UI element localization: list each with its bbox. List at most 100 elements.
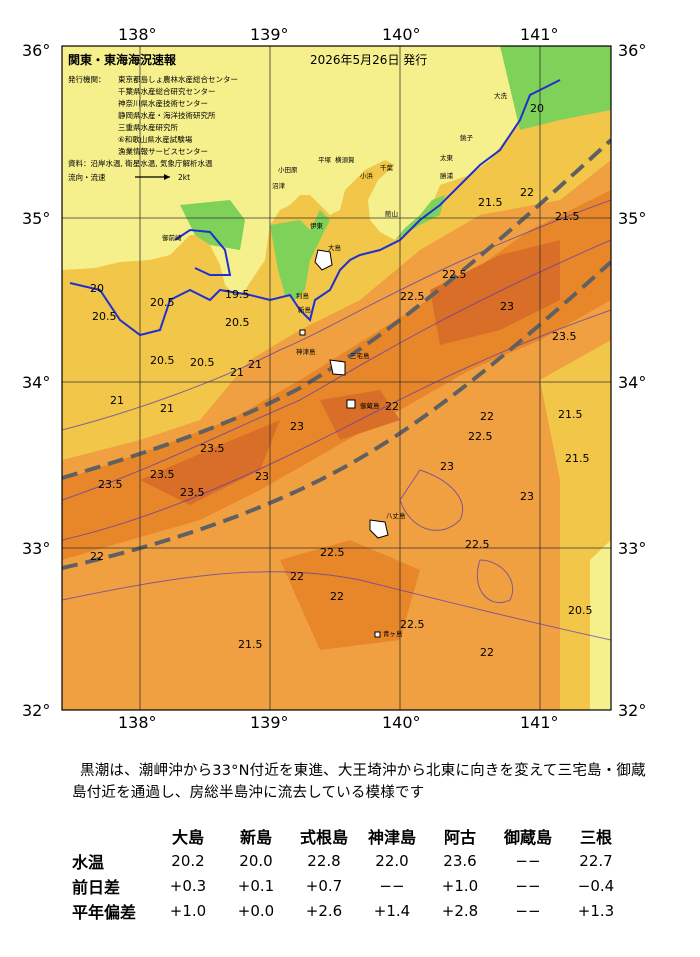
ocean-temperature-field: 20.5 20.5 20.5 20.5 20.5 21 21 21 21.5 2… — [62, 46, 611, 710]
map-title: 関東・東海海況速報 — [68, 52, 177, 67]
isotherm-label: 21 — [160, 402, 174, 415]
lon-tick-bottom: 141° — [520, 713, 559, 730]
place-name: 館山 — [385, 209, 398, 218]
place-name: 青ヶ島 — [383, 629, 403, 638]
lon-tick-top: 141° — [520, 25, 559, 44]
izu-peninsula-green — [270, 210, 330, 300]
table-cell: −0.4 — [577, 876, 615, 895]
table-cell: 22.7 — [579, 851, 613, 870]
coolest-water-east — [590, 540, 611, 710]
arrow-head-icon — [164, 174, 170, 180]
isotherm-label: 23 — [255, 470, 269, 483]
table-cell: 20.2 — [171, 851, 205, 870]
institution: 東京都島しょ農林水産総合センター — [118, 74, 238, 84]
isotherm-label: 22 — [330, 590, 344, 603]
table-cell: −− — [379, 876, 405, 895]
lat-tick-left: 36° — [22, 41, 50, 60]
suruga-green — [180, 200, 245, 250]
kuroshio-axis-north — [62, 138, 611, 480]
kuroshio-summary: 黒潮は、潮岬沖から33°N付近を東進、大王埼沖から北東に向きを変えて三宅島・御蔵… — [72, 760, 652, 804]
isotherm-label: 23.5 — [150, 468, 175, 481]
table-cell: +0.0 — [237, 901, 275, 920]
warm-patch-south — [280, 540, 420, 650]
isotherm-label: 21.5 — [558, 408, 583, 421]
kuroshio-hot-patch-center — [320, 390, 400, 440]
lat-tick-right: 32° — [618, 701, 646, 720]
isotherm-label: 23.5 — [200, 442, 225, 455]
sea-surface-temperature-map: 20.5 20.5 20.5 20.5 20.5 21 21 21 21.5 2… — [22, 25, 646, 730]
table-cell: −− — [515, 851, 541, 870]
lat-tick-left: 33° — [22, 539, 50, 558]
place-name: 利島 — [296, 291, 310, 300]
table-cell: +1.0 — [169, 901, 207, 920]
map-axes: 138° 139° 140° 141° 138° 139° 140° 141° … — [22, 25, 646, 730]
isotherm-label: 22 — [90, 550, 104, 563]
lon-tick-bottom: 138° — [118, 713, 157, 730]
water-temperature-table: 大島 新島 式根島 神津島 阿古 御蔵島 三根 水温 20.2 20.0 22.… — [72, 823, 630, 923]
isotherm-label: 20.5 — [92, 310, 117, 323]
isotherm-label: 22 — [480, 646, 494, 659]
isotherm-label: 21.5 — [565, 452, 590, 465]
lon-tick-top: 139° — [250, 25, 289, 44]
island-aogashima — [374, 631, 381, 638]
isotherm-label: 22 — [520, 186, 534, 199]
column-header: 新島 — [239, 827, 272, 847]
isotherm-label: 22.5 — [468, 430, 493, 443]
institution: 千葉県水産総合研究センター — [118, 86, 216, 96]
isotherm-label: 22.5 — [320, 546, 345, 559]
isotherm-label: 22 — [480, 410, 494, 423]
institution: 静岡県水産・海洋技術研究所 — [118, 110, 216, 120]
isotherm-label: 20.5 — [150, 354, 175, 367]
place-name: 新島 — [298, 305, 312, 314]
isotherm-label: 20 — [530, 102, 544, 115]
isotherm-label: 23 — [500, 300, 514, 313]
table-cell: 22.0 — [375, 851, 409, 870]
boso-green — [395, 195, 445, 240]
kuroshio-hot-patch-west — [140, 420, 280, 505]
place-name: 神津島 — [296, 347, 316, 356]
table-cell: +2.8 — [441, 901, 479, 920]
place-name: 銚子 — [460, 133, 474, 142]
isotherm-label: 23 — [520, 490, 534, 503]
isotherm-label: 20.5 — [190, 356, 215, 369]
coastal-isotherm — [69, 79, 561, 337]
place-name: 大島 — [328, 243, 342, 252]
isotherm-label: 21.5 — [555, 210, 580, 223]
column-header: 神津島 — [367, 827, 416, 847]
lat-tick-left: 32° — [22, 701, 50, 720]
table-row: 水温 20.2 20.0 22.8 22.0 23.6 −− 22.7 — [72, 848, 630, 873]
column-header: 式根島 — [299, 827, 348, 847]
island-mikurajima — [346, 399, 356, 409]
table-header-row: 大島 新島 式根島 神津島 阿古 御蔵島 三根 — [72, 823, 630, 848]
place-name: 伊東 — [310, 221, 324, 230]
place-name: 小浜 — [360, 171, 374, 180]
lon-tick-bottom: 140° — [382, 713, 421, 730]
lat-tick-right: 34° — [618, 373, 646, 392]
column-header: 大島 — [171, 827, 204, 847]
table-corner — [72, 823, 154, 848]
row-header: 前日差 — [72, 877, 121, 897]
place-name: 太東 — [440, 153, 454, 162]
place-name: 平塚 — [318, 155, 332, 164]
lat-tick-left: 34° — [22, 373, 50, 392]
table-cell: 23.6 — [443, 851, 477, 870]
isotherm-label: 20.5 — [150, 296, 175, 309]
table-cell: +0.1 — [237, 876, 275, 895]
isotherm-label: 22.5 — [465, 538, 490, 551]
institution: 漁業情報サービスセンター — [118, 146, 208, 156]
isotherm-label: 22 — [290, 570, 304, 583]
place-name: 沼津 — [272, 181, 286, 190]
isotherm-label: 21.5 — [238, 638, 263, 651]
map-header: 関東・東海海況速報 2026年5月26日 発行 発行機関： 東京都島しょ農林水産… — [68, 52, 427, 182]
isotherm-label: 20.5 — [225, 316, 250, 329]
table-cell: 20.0 — [239, 851, 273, 870]
table-cell: +1.3 — [577, 901, 615, 920]
island-toshima — [299, 329, 306, 336]
column-header: 三根 — [579, 827, 612, 847]
island-miyakejima — [329, 359, 346, 376]
isotherm-labels: 20.5 20.5 20.5 20.5 20.5 21 21 21 21.5 2… — [90, 102, 593, 659]
isotherm-label: 22.5 — [442, 268, 467, 281]
table-cell: −− — [515, 876, 541, 895]
isotherm-label: 21 — [110, 394, 124, 407]
current-scale-value: 2kt — [178, 173, 190, 182]
